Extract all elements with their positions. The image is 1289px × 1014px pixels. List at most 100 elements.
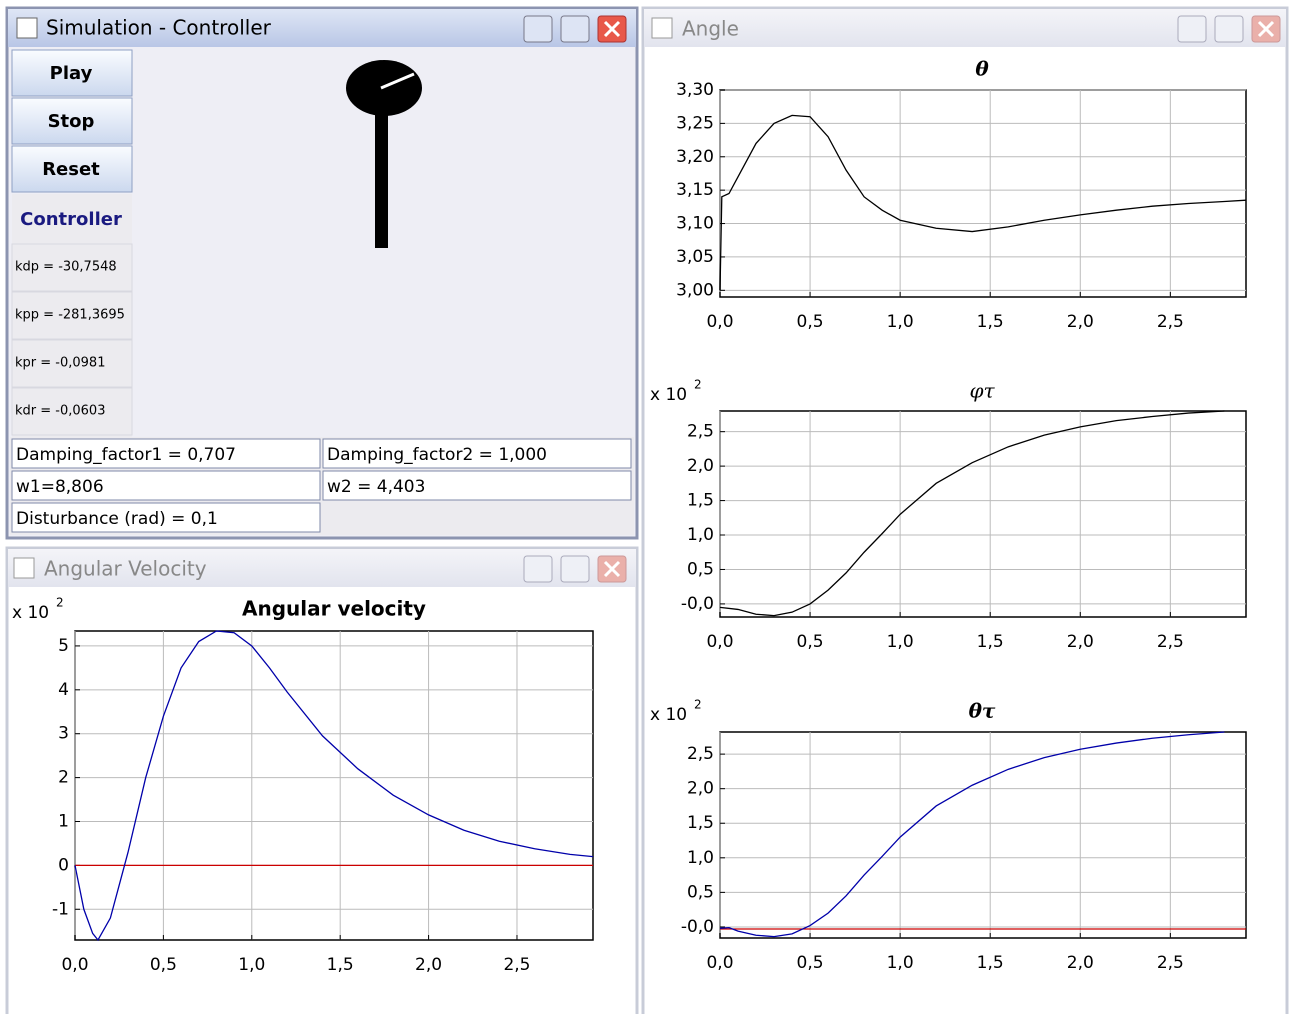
series-line [719,114,1247,291]
y-tick-label: 3,30 [676,80,714,100]
axis-multiplier-exponent: 2 [694,698,702,712]
y-tick-label: 5 [58,636,69,656]
y-tick-label: 3,20 [676,147,714,167]
plot-area [719,89,1247,298]
cell [11,387,133,436]
minimize-button[interactable] [523,15,553,43]
series-line [719,731,1225,938]
cell [11,339,133,388]
window-title: Simulation - Controller [46,16,272,40]
x-tick-label: 0,0 [706,632,733,652]
text-field[interactable] [322,438,632,469]
y-tick-label: 3,25 [676,113,714,133]
maximize-button[interactable] [560,555,590,583]
y-tick-label: 3,15 [676,180,714,200]
maximize-button[interactable] [1214,15,1244,43]
plot-area [719,410,1247,618]
x-tick-label: 0,0 [61,955,88,975]
y-tick-label: 3,05 [676,247,714,267]
y-tick-label: 4 [58,680,69,700]
y-tick-label: 0,5 [687,882,714,902]
y-tick-label: 2,0 [687,779,714,799]
x-tick-label: 0,0 [706,312,733,332]
y-tick-label: 3,00 [676,280,714,300]
y-tick-label: 1,5 [687,813,714,833]
text-field[interactable] [11,438,321,469]
x-tick-label: 2,0 [1067,953,1094,973]
reset-button[interactable] [11,145,133,193]
chart-title: Angular velocity [242,597,426,621]
minimize-button[interactable] [523,555,553,583]
axis-multiplier-exponent: 2 [694,378,702,392]
x-tick-label: 2,5 [1157,632,1184,652]
x-tick-label: 0,5 [797,953,824,973]
gain-label: kdp = -30,7548 [15,260,117,275]
chart-title: φτ [969,379,995,403]
chart-title: θτ [969,699,996,723]
y-tick-label: 2,5 [687,422,714,442]
x-tick-label: 1,5 [977,953,1004,973]
controller-window: Simulation - Controller Play Stop Reset … [5,6,639,540]
wheel-marker [380,72,415,90]
pendulum-rod [375,110,388,248]
button-label: Stop [48,111,95,132]
field-text: Damping_factor1 = 0,707 [16,445,236,465]
x-tick-label: 0,0 [706,953,733,973]
cell [11,243,133,292]
x-tick-label: 0,5 [150,955,177,975]
axis-multiplier: x 10 [650,705,687,725]
x-tick-label: 1,5 [977,312,1004,332]
x-tick-label: 2,5 [1157,953,1184,973]
x-tick-label: 1,5 [977,632,1004,652]
maximize-button[interactable] [560,15,590,43]
y-tick-label: 0 [58,855,69,875]
gain-label: kpr = -0,0981 [15,356,105,371]
text-field[interactable] [11,470,321,501]
text-field[interactable] [322,470,632,501]
x-tick-label: 2,0 [415,955,442,975]
close-icon [603,20,621,38]
y-tick-label: 1,0 [687,848,714,868]
plot-area [74,630,594,941]
x-tick-label: 0,5 [797,632,824,652]
text-field[interactable] [11,502,321,533]
stop-button[interactable] [11,97,133,145]
y-tick-label: 2,5 [687,744,714,764]
app-icon [651,17,673,39]
y-tick-label: 0,5 [687,559,714,579]
field-text: Disturbance (rad) = 0,1 [16,509,218,529]
gain-label: kdr = -0,0603 [15,404,105,419]
y-tick-label: 3,10 [676,214,714,234]
app-icon [13,557,35,579]
x-tick-label: 1,0 [887,632,914,652]
series-line [719,410,1225,617]
minimize-button[interactable] [1177,15,1207,43]
plot-area [719,731,1247,939]
y-tick-label: -0,0 [681,917,714,937]
close-icon [1257,20,1275,38]
window-title: Angle [682,17,739,41]
x-tick-label: 0,5 [797,312,824,332]
chart-title: θ [975,57,989,81]
cell [11,291,133,340]
app-icon [16,17,38,39]
field-text: w1=8,806 [16,477,104,497]
y-tick-label: -0,0 [681,594,714,614]
close-icon [603,560,621,578]
button-label: Reset [42,159,100,180]
field-text: Damping_factor2 = 1,000 [327,445,547,465]
window-title: Angular Velocity [44,557,207,581]
axis-multiplier: x 10 [12,603,49,623]
play-button[interactable] [11,49,133,97]
field-text: w2 = 4,403 [327,477,425,497]
section-label: Controller [20,209,122,230]
x-tick-label: 1,0 [887,953,914,973]
y-tick-label: 1,0 [687,525,714,545]
y-tick-label: -1 [52,899,69,919]
x-tick-label: 2,5 [1157,312,1184,332]
y-tick-label: 2,0 [687,456,714,476]
x-tick-label: 1,0 [887,312,914,332]
y-tick-label: 1,5 [687,491,714,511]
label-panel [12,194,132,437]
